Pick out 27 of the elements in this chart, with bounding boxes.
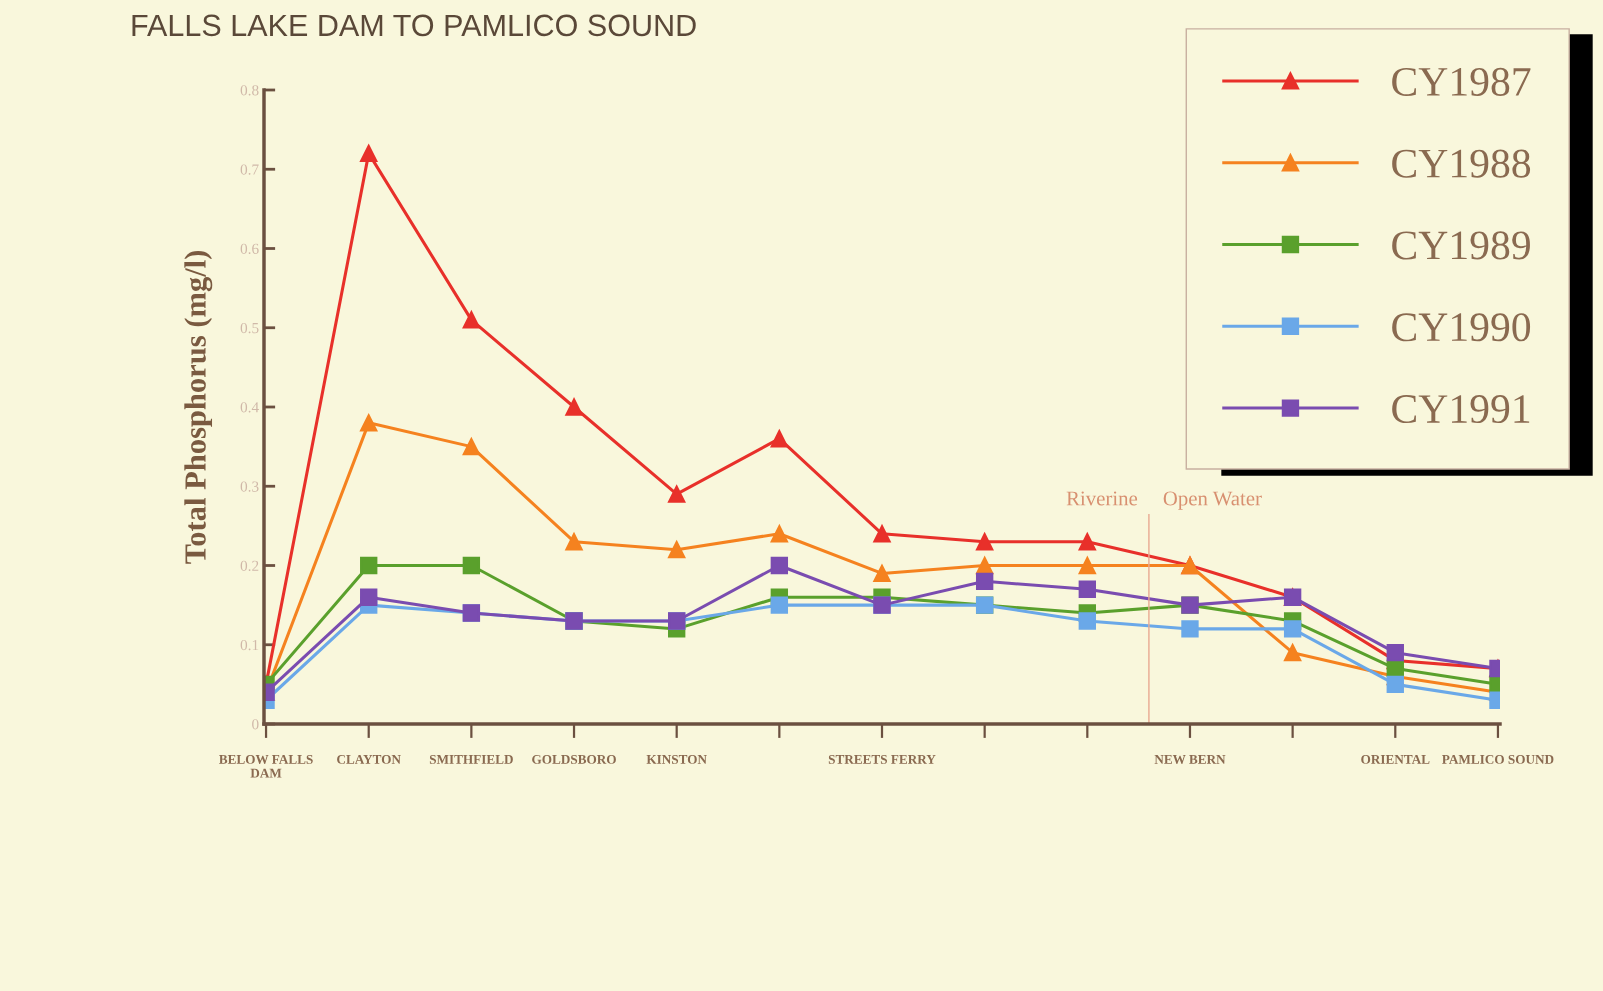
x-tick-label: KINSTON — [646, 754, 707, 764]
y-tick-label: 0.6 — [240, 243, 259, 255]
legend-label: CY1988 — [1392, 149, 1531, 178]
y-tick-label: 0.7 — [240, 164, 259, 175]
annotation: Open Water — [1163, 491, 1262, 510]
legend-label: CY1987 — [1392, 67, 1531, 96]
x-tick-label: PAMLICO SOUND — [1442, 754, 1554, 764]
legend-label: CY1991 — [1392, 395, 1530, 424]
x-tick-label: NEW BERN — [1154, 755, 1226, 764]
y-tick-label: 0.5 — [240, 322, 259, 334]
x-tick-label: BELOW FALLS DAM — [219, 754, 313, 778]
legend-label: CY1990 — [1392, 313, 1531, 342]
y-tick-label: 0.8 — [240, 85, 259, 96]
x-tick-label: GOLDSBORO — [532, 754, 616, 764]
y-tick-label: 0.3 — [240, 481, 259, 492]
x-tick-label: SMITHFIELD — [429, 754, 513, 764]
y-tick-label: 0.2 — [240, 560, 259, 572]
annotation: Riverine — [1066, 491, 1138, 506]
y-tick-label: 0.4 — [240, 402, 259, 413]
x-tick-label: CLAYTON — [337, 754, 401, 764]
chart-title: FALLS LAKE DAM TO PAMLICO SOUND — [132, 14, 696, 37]
y-tick-label: 0.1 — [240, 639, 259, 651]
x-tick-label: ORIENTAL — [1361, 754, 1430, 764]
y-axis-title: Total Phosphorus (mg/l) — [184, 250, 213, 564]
legend-label: CY1989 — [1392, 231, 1530, 260]
x-tick-label: STREETS FERRY — [828, 754, 936, 764]
y-tick-label: 0 — [252, 719, 259, 730]
